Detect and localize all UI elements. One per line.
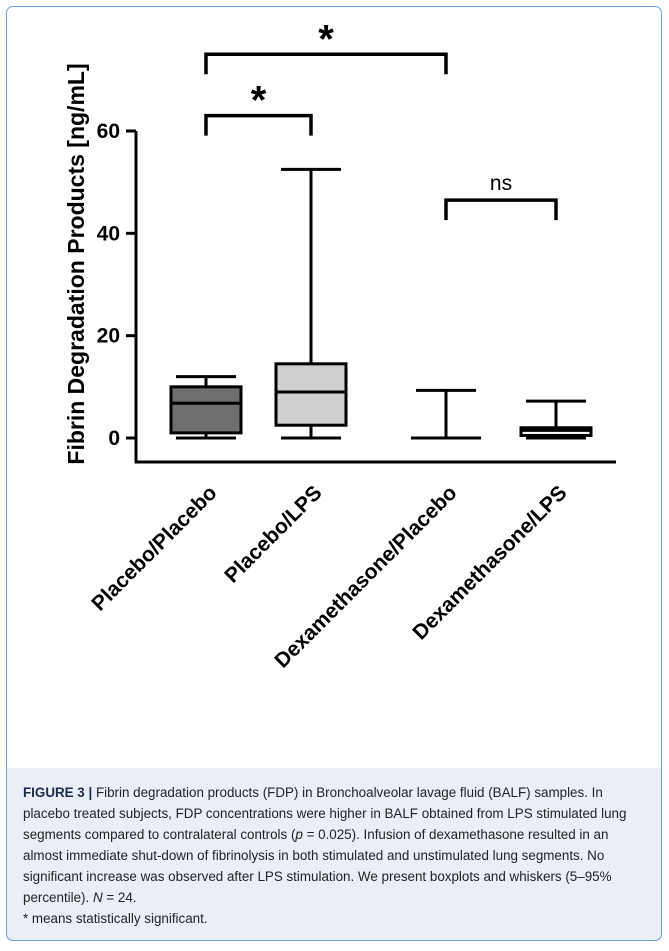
x-tick-label-placebo-lps: Placebo/LPS bbox=[220, 481, 326, 587]
y-axis-label: Fibrin Degradation Products [ng/mL] bbox=[63, 63, 89, 464]
significance-label-3: ns bbox=[490, 172, 512, 195]
caption-text-1: Fibrin degradation products (FDP) in Bro… bbox=[23, 785, 627, 842]
significance-label-1: * bbox=[251, 79, 267, 123]
y-tick-label-0: 0 bbox=[108, 427, 120, 450]
figure-caption: FIGURE 3 | Fibrin degradation products (… bbox=[23, 782, 645, 929]
y-tick-label-40: 40 bbox=[97, 222, 120, 245]
x-tick-label-placebo-placebo: Placebo/Placebo bbox=[87, 481, 221, 615]
caption-text-3: = 24. bbox=[102, 890, 137, 905]
significance-label-2: * bbox=[318, 17, 334, 61]
caption-text-2: = 0.025). Infusion of dexamethasone resu… bbox=[23, 827, 612, 905]
box-placebo-lps bbox=[274, 362, 348, 427]
y-tick-label-20: 20 bbox=[97, 325, 120, 348]
box-placebo-placebo bbox=[169, 385, 243, 435]
significance-bracket-2 bbox=[204, 52, 448, 75]
caption-p-symbol: p bbox=[295, 827, 303, 842]
caption-n-symbol: N bbox=[92, 890, 103, 905]
caption-label: FIGURE 3 | bbox=[23, 785, 93, 800]
caption-text-4: * means statistically significant. bbox=[23, 911, 208, 926]
y-tick-label-60: 60 bbox=[97, 120, 120, 143]
significance-bracket-3 bbox=[444, 198, 558, 221]
boxplot-chart: 0 20 40 60 Fibrin Degradation Products [ng/m… bbox=[63, 17, 616, 673]
caption-box: FIGURE 3 | Fibrin degradation products (… bbox=[6, 768, 662, 941]
significance-bracket-1 bbox=[204, 113, 313, 136]
